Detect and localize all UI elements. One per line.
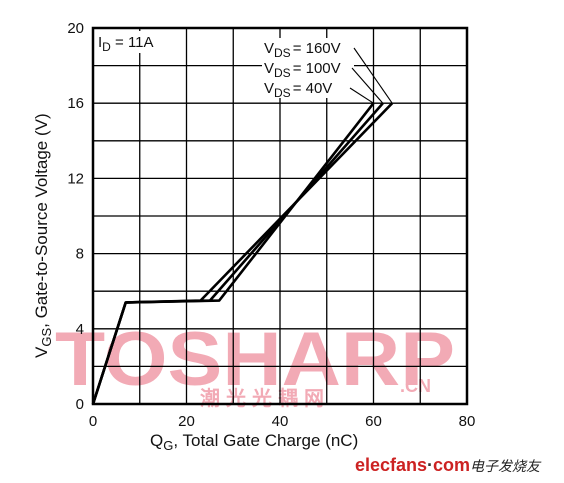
leader-line (349, 87, 374, 104)
y-tick-labels: 0 4 8 12 16 20 (67, 20, 84, 413)
y-tick-label: 4 (76, 321, 84, 338)
series-line (91, 102, 375, 405)
series-label: VDS = 160V (264, 40, 341, 60)
series-label: VDS = 100V (264, 60, 341, 80)
condition-label: ID = 11A (98, 34, 154, 54)
leader-line (351, 67, 384, 104)
condition-label-bg (96, 31, 166, 53)
x-tick-label: 20 (178, 413, 195, 430)
footer-cn-text: 电子发烧友 (470, 459, 542, 475)
series-labels-bg (262, 38, 354, 98)
series-label: VDS = 40V (264, 80, 332, 100)
y-tick-label: 16 (67, 95, 84, 112)
grid-lines (93, 28, 467, 404)
x-tick-label: 60 (365, 413, 382, 430)
series-lines (91, 102, 394, 405)
x-tick-label: 80 (459, 413, 476, 430)
y-tick-label: 8 (76, 246, 84, 263)
y-tick-label: 20 (67, 20, 84, 37)
watermark-text: TOSHARP (55, 317, 455, 402)
plot-frame (91, 26, 469, 406)
x-tick-labels: 0 20 40 60 80 (89, 413, 476, 430)
watermark-cn-text: 潮光光耦网 (200, 386, 330, 410)
footer-site: elecfans·com (355, 455, 470, 475)
leader-line (353, 47, 393, 104)
y-axis-label: VGS, Gate-to-Source Voltage (V) (32, 113, 54, 358)
leader-lines (349, 47, 393, 104)
x-tick-label: 40 (272, 413, 289, 430)
x-tick-label: 0 (89, 413, 97, 430)
y-tick-label: 12 (67, 170, 84, 187)
watermark: TOSHARP .CN 潮光光耦网 (55, 317, 455, 410)
footer-brand: elecfans·com 电子发烧友 (355, 455, 542, 475)
y-tick-label: 0 (76, 396, 84, 413)
watermark-suffix: .CN (400, 376, 431, 396)
x-axis-label: QG, Total Gate Charge (nC) (150, 431, 358, 453)
